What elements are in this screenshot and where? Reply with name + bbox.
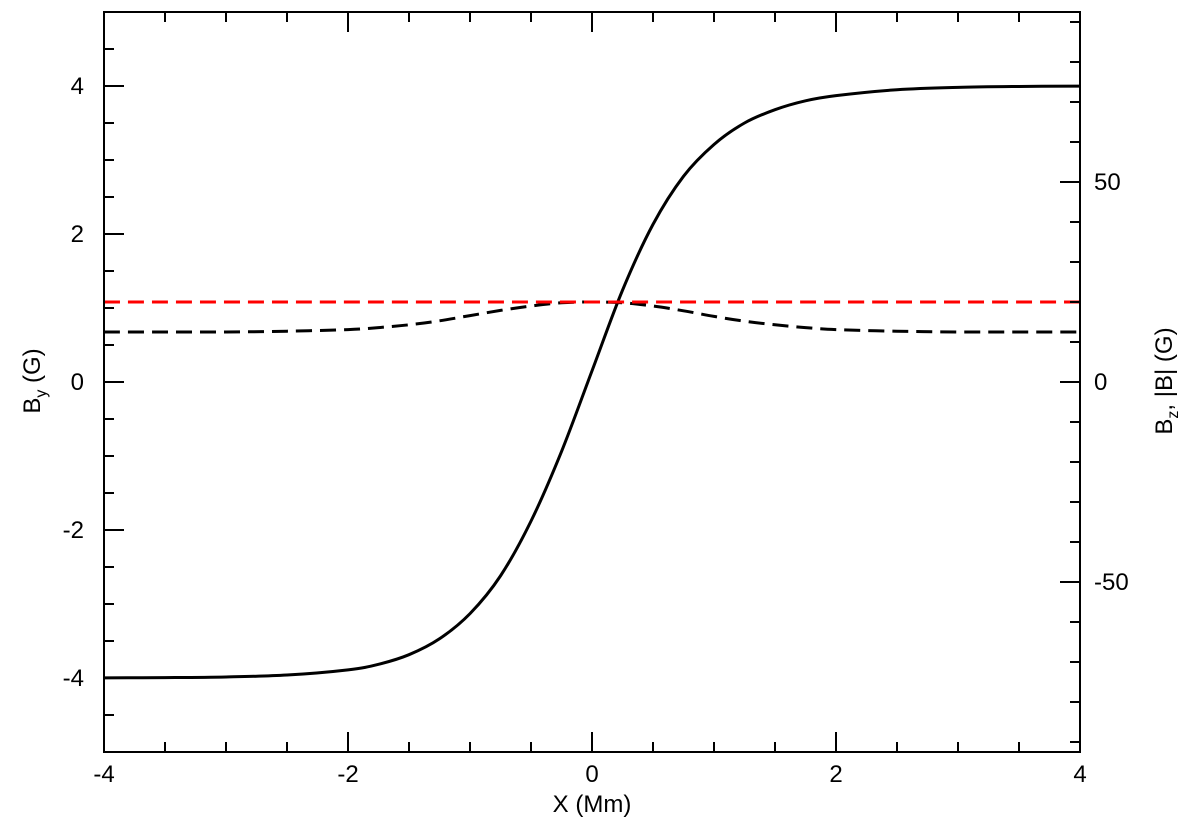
y-left-title-main: B	[19, 398, 46, 414]
y-right-tick-label: -50	[1094, 569, 1129, 596]
series-by-solid-line	[103, 84, 1081, 680]
x-tick-label: -4	[93, 761, 114, 788]
y-left-tick-label: -2	[63, 517, 84, 544]
y-left-tick-label: -4	[63, 665, 84, 692]
y-left-tick-label: 0	[71, 369, 84, 396]
plot-frame	[103, 11, 1081, 753]
x-axis-title: X (Mm)	[553, 791, 632, 818]
x-tick-label: -2	[337, 761, 358, 788]
y-right-title-main: B	[1151, 419, 1178, 435]
y-left-title-unit: (G)	[19, 348, 46, 389]
y-right-title-rest: , |B| (G)	[1151, 327, 1178, 410]
y-left-tick-label: 2	[71, 221, 84, 248]
x-tick-label: 4	[1073, 761, 1086, 788]
y-right-tick-label: 0	[1094, 369, 1107, 396]
x-tick-label: 0	[585, 761, 598, 788]
y-right-title-sub: z	[1165, 411, 1182, 419]
ticks-layer: -4 -2 0 2 4 -4 -2 0 2 4 -50 0 50	[63, 11, 1129, 788]
y-axis-left-title: By (G)	[19, 348, 50, 413]
y-axis-right-title: Bz, |B| (G)	[1151, 327, 1182, 434]
x-tick-label: 2	[829, 761, 842, 788]
series-layer	[103, 84, 1081, 680]
y-left-title-sub: y	[33, 390, 50, 398]
y-left-tick-label: 4	[71, 73, 84, 100]
y-right-tick-label: 50	[1094, 169, 1121, 196]
series-bz-dashed-line	[104, 300, 1080, 334]
